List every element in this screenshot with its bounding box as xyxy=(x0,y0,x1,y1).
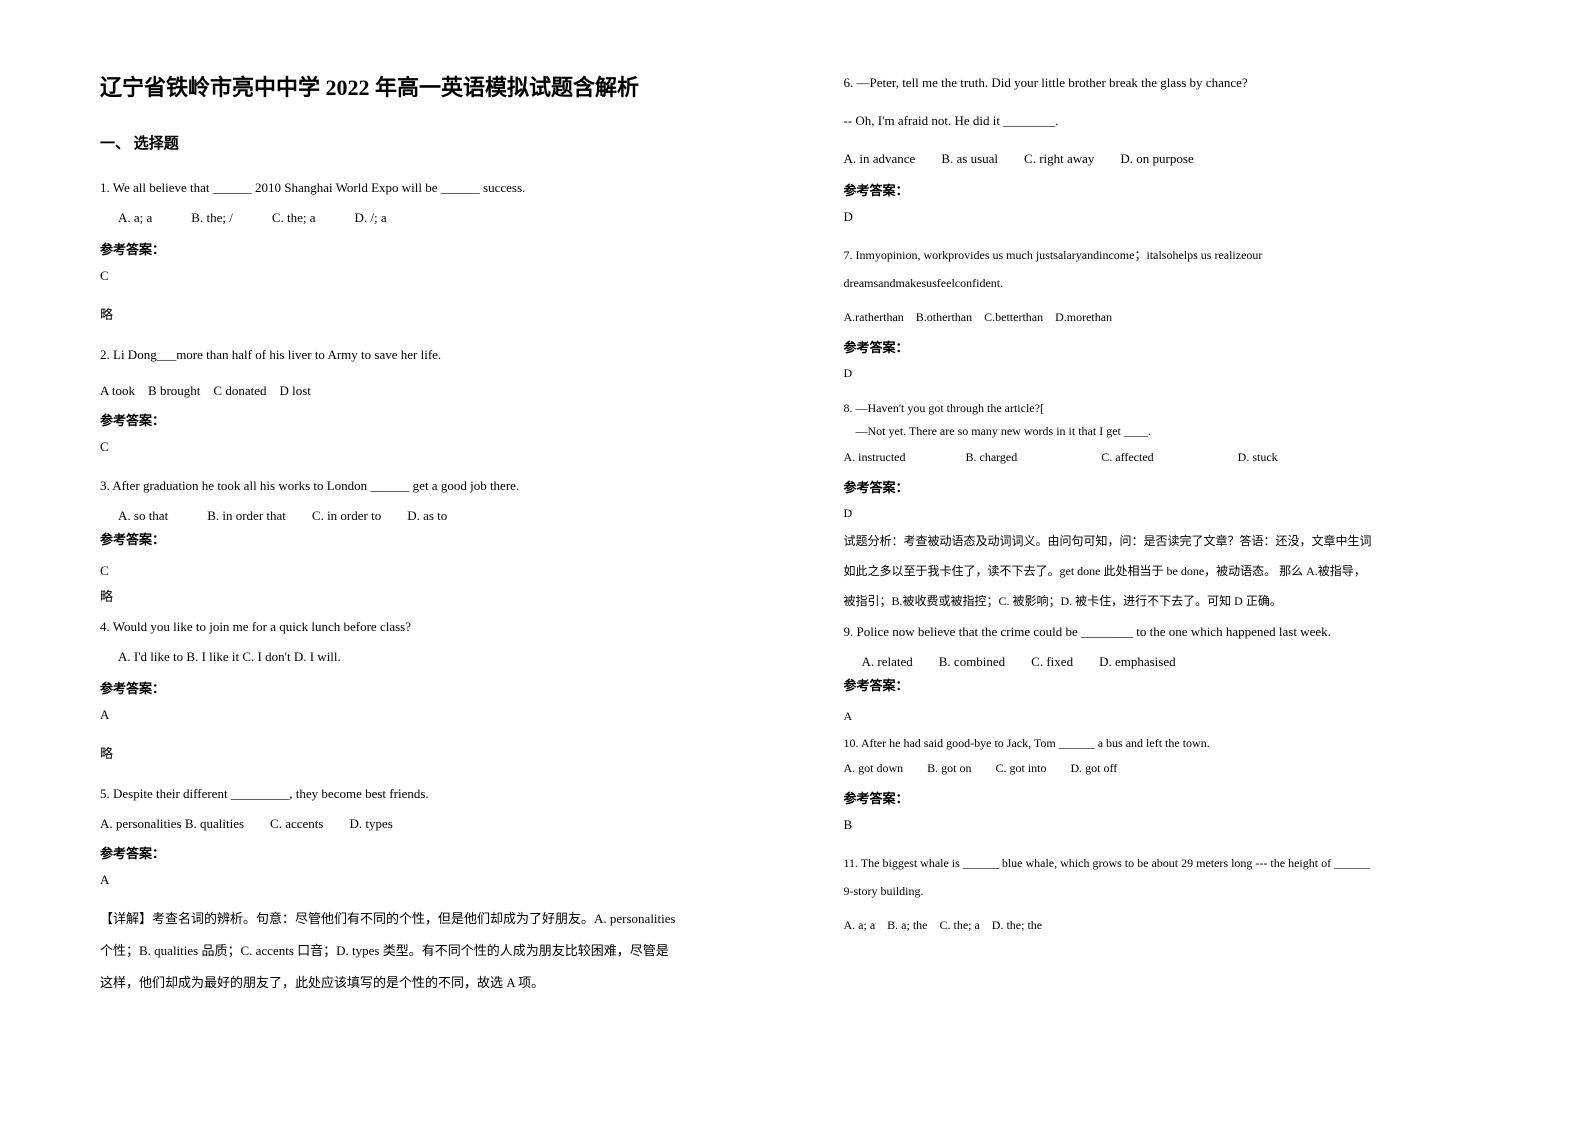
q5-explain-1: 【详解】考查名词的辨析。句意：尽管他们有不同的个性，但是他们却成为了好朋友。A.… xyxy=(100,906,784,932)
q11-stem-2: 9-story building. xyxy=(844,879,1528,903)
q6-options: A. in advance B. as usual C. right away … xyxy=(844,146,1528,172)
q5-answer: A xyxy=(100,872,784,888)
question-5: 5. Despite their different _________, th… xyxy=(100,781,784,996)
q7-options: A.ratherthan B.otherthan C.betterthan D.… xyxy=(844,305,1528,329)
question-10: 10. After he had said good-bye to Jack, … xyxy=(844,734,1528,833)
question-1: 1. We all believe that ______ 2010 Shang… xyxy=(100,175,784,328)
q1-lue: 略 xyxy=(100,302,784,328)
q2-options: A took B brought C donated D lost xyxy=(100,378,784,404)
page-container: 辽宁省铁岭市亮中中学 2022 年高一英语模拟试题含解析 一、 选择题 1. W… xyxy=(0,0,1587,1050)
q8-stem-1: 8. —Haven't you got through the article?… xyxy=(844,399,1528,418)
question-9: 9. Police now believe that the crime cou… xyxy=(844,619,1528,728)
q4-options: A. I'd like to B. I like it C. I don't D… xyxy=(100,644,784,670)
answer-label: 参考答案： xyxy=(100,529,784,548)
q8-options: A. instructed B. charged C. affected D. … xyxy=(844,445,1528,469)
q8-stem-2: —Not yet. There are so many new words in… xyxy=(844,422,1528,441)
q10-stem: 10. After he had said good-bye to Jack, … xyxy=(844,734,1528,752)
q1-options: A. a; a B. the; / C. the; a D. /; a xyxy=(100,205,784,231)
q4-answer: A xyxy=(100,707,784,723)
document-title: 辽宁省铁岭市亮中中学 2022 年高一英语模拟试题含解析 xyxy=(100,70,784,102)
q4-stem: 4. Would you like to join me for a quick… xyxy=(100,614,784,640)
q5-stem: 5. Despite their different _________, th… xyxy=(100,781,784,807)
q7-stem-2: dreamsandmakesusfeelconfident. xyxy=(844,271,1528,295)
q11-stem-1: 11. The biggest whale is ______ blue wha… xyxy=(844,851,1528,875)
q8-answer: D xyxy=(844,506,1528,521)
q3-answer: C xyxy=(100,558,784,584)
answer-label: 参考答案： xyxy=(844,337,1528,356)
q3-stem: 3. After graduation he took all his work… xyxy=(100,473,784,499)
question-7: 7. Inmyopinion, workprovides us much jus… xyxy=(844,243,1528,381)
left-column: 辽宁省铁岭市亮中中学 2022 年高一英语模拟试题含解析 一、 选择题 1. W… xyxy=(100,70,784,1010)
q11-options: A. a; a B. a; the C. the; a D. the; the xyxy=(844,913,1528,937)
q5-options: A. personalities B. qualities C. accents… xyxy=(100,811,784,837)
q9-options: A. related B. combined C. fixed D. empha… xyxy=(844,649,1528,675)
answer-label: 参考答案： xyxy=(844,180,1528,199)
q6-stem-2: -- Oh, I'm afraid not. He did it _______… xyxy=(844,108,1528,134)
q6-answer: D xyxy=(844,209,1528,225)
q6-stem-1: 6. —Peter, tell me the truth. Did your l… xyxy=(844,70,1528,96)
q7-answer: D xyxy=(844,366,1528,381)
q8-explain-2: 如此之多以至于我卡住了，读不下去了。get done 此处相当于 be done… xyxy=(844,559,1528,583)
question-8: 8. —Haven't you got through the article?… xyxy=(844,399,1528,613)
q5-explain-3: 这样，他们却成为最好的朋友了，此处应该填写的是个性的不同，故选 A 项。 xyxy=(100,970,784,996)
q2-stem: 2. Li Dong___more than half of his liver… xyxy=(100,342,784,368)
q2-answer: C xyxy=(100,439,784,455)
answer-label: 参考答案： xyxy=(100,410,784,429)
q3-lue: 略 xyxy=(100,584,784,610)
question-6: 6. —Peter, tell me the truth. Did your l… xyxy=(844,70,1528,225)
q1-stem: 1. We all believe that ______ 2010 Shang… xyxy=(100,175,784,201)
q10-options: A. got down B. got on C. got into D. got… xyxy=(844,756,1528,780)
q8-explain-3: 被指引；B.被收费或被指控；C. 被影响；D. 被卡住，进行不下去了。可知 D … xyxy=(844,589,1528,613)
q1-answer: C xyxy=(100,268,784,284)
question-2: 2. Li Dong___more than half of his liver… xyxy=(100,342,784,455)
question-3: 3. After graduation he took all his work… xyxy=(100,473,784,610)
answer-label: 参考答案： xyxy=(100,239,784,258)
question-11: 11. The biggest whale is ______ blue wha… xyxy=(844,851,1528,937)
q10-answer: B xyxy=(844,817,1528,833)
q8-explain-1: 试题分析：考查被动语态及动词词义。由问句可知，问：是否读完了文章？答语：还没，文… xyxy=(844,529,1528,553)
q7-stem-1: 7. Inmyopinion, workprovides us much jus… xyxy=(844,243,1528,267)
q9-stem: 9. Police now believe that the crime cou… xyxy=(844,619,1528,645)
q3-options: A. so that B. in order that C. in order … xyxy=(100,503,784,529)
right-column: 6. —Peter, tell me the truth. Did your l… xyxy=(844,70,1528,1010)
q9-answer: A xyxy=(844,704,1528,728)
q4-lue: 略 xyxy=(100,741,784,767)
section-heading: 一、 选择题 xyxy=(100,132,784,153)
answer-label: 参考答案： xyxy=(844,788,1528,807)
answer-label: 参考答案： xyxy=(844,675,1528,694)
answer-label: 参考答案： xyxy=(100,843,784,862)
q5-explain-2: 个性；B. qualities 品质；C. accents 口音；D. type… xyxy=(100,938,784,964)
answer-label: 参考答案： xyxy=(100,678,784,697)
answer-label: 参考答案： xyxy=(844,477,1528,496)
question-4: 4. Would you like to join me for a quick… xyxy=(100,614,784,767)
